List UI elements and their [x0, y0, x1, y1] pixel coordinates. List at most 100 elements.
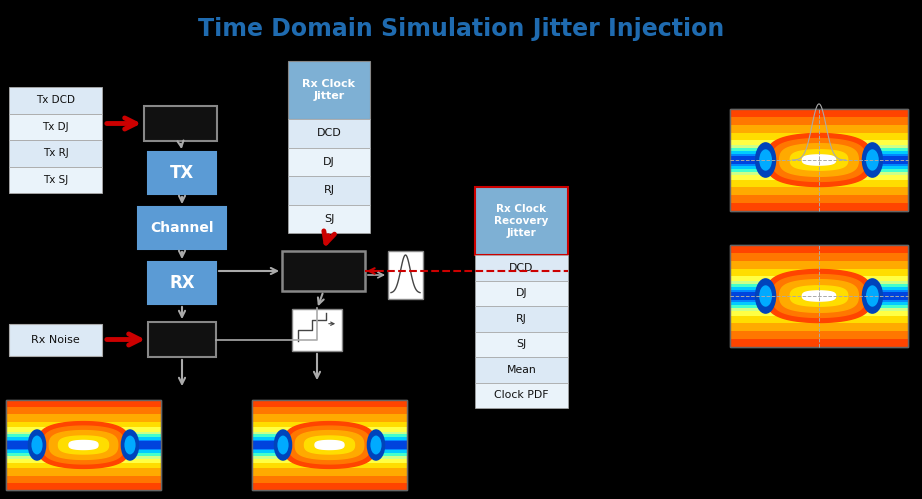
FancyBboxPatch shape	[288, 176, 370, 205]
Polygon shape	[69, 441, 98, 450]
FancyBboxPatch shape	[475, 306, 568, 331]
FancyBboxPatch shape	[730, 245, 908, 347]
Polygon shape	[315, 441, 344, 450]
FancyBboxPatch shape	[730, 109, 908, 116]
Bar	[252, 400, 407, 490]
FancyBboxPatch shape	[6, 400, 161, 423]
Text: Clock PDF: Clock PDF	[494, 390, 549, 400]
FancyBboxPatch shape	[138, 207, 226, 249]
FancyBboxPatch shape	[730, 281, 908, 311]
FancyBboxPatch shape	[730, 197, 908, 211]
FancyBboxPatch shape	[6, 481, 161, 490]
FancyBboxPatch shape	[288, 61, 370, 119]
Polygon shape	[780, 144, 858, 176]
Bar	[730, 245, 908, 347]
FancyBboxPatch shape	[252, 478, 407, 490]
Polygon shape	[790, 150, 847, 170]
FancyBboxPatch shape	[730, 109, 908, 211]
FancyBboxPatch shape	[475, 187, 568, 255]
FancyBboxPatch shape	[730, 284, 908, 308]
Text: Channel: Channel	[150, 221, 214, 235]
Text: Rx Clock
Jitter: Rx Clock Jitter	[302, 79, 356, 101]
FancyBboxPatch shape	[6, 478, 161, 490]
Polygon shape	[283, 422, 375, 469]
FancyBboxPatch shape	[252, 400, 407, 490]
FancyBboxPatch shape	[148, 262, 216, 304]
Polygon shape	[802, 155, 835, 165]
FancyBboxPatch shape	[6, 432, 161, 459]
Polygon shape	[766, 269, 872, 322]
FancyBboxPatch shape	[730, 290, 908, 302]
Text: RX: RX	[170, 274, 195, 292]
FancyBboxPatch shape	[252, 400, 407, 406]
Text: Tx SJ: Tx SJ	[43, 175, 68, 185]
Text: SJ: SJ	[324, 214, 334, 224]
FancyBboxPatch shape	[252, 407, 407, 483]
Ellipse shape	[755, 278, 776, 314]
FancyBboxPatch shape	[6, 414, 161, 476]
FancyBboxPatch shape	[252, 427, 407, 463]
FancyBboxPatch shape	[730, 109, 908, 113]
FancyBboxPatch shape	[252, 400, 407, 417]
FancyBboxPatch shape	[252, 400, 407, 403]
FancyBboxPatch shape	[475, 280, 568, 306]
FancyBboxPatch shape	[730, 328, 908, 347]
FancyBboxPatch shape	[252, 432, 407, 459]
FancyBboxPatch shape	[6, 437, 161, 453]
FancyBboxPatch shape	[6, 427, 161, 463]
Polygon shape	[316, 442, 343, 449]
Ellipse shape	[866, 149, 879, 171]
Polygon shape	[780, 279, 858, 312]
FancyBboxPatch shape	[288, 119, 370, 148]
FancyBboxPatch shape	[6, 400, 161, 490]
Text: DCD: DCD	[509, 263, 534, 273]
FancyBboxPatch shape	[730, 109, 908, 119]
FancyBboxPatch shape	[6, 400, 161, 413]
FancyBboxPatch shape	[6, 400, 161, 417]
Bar	[6, 400, 161, 490]
FancyBboxPatch shape	[730, 245, 908, 347]
FancyBboxPatch shape	[288, 205, 370, 233]
Bar	[730, 109, 908, 211]
FancyBboxPatch shape	[252, 414, 407, 476]
FancyBboxPatch shape	[292, 309, 342, 351]
FancyBboxPatch shape	[9, 113, 102, 140]
Text: RJ: RJ	[516, 314, 527, 324]
Polygon shape	[766, 133, 872, 187]
FancyBboxPatch shape	[730, 292, 908, 300]
Text: Rx Clock
Recovery
Jitter: Rx Clock Recovery Jitter	[494, 204, 549, 239]
FancyBboxPatch shape	[475, 255, 568, 280]
Ellipse shape	[755, 142, 776, 178]
FancyBboxPatch shape	[730, 333, 908, 347]
FancyBboxPatch shape	[730, 245, 908, 259]
Polygon shape	[804, 156, 834, 164]
FancyBboxPatch shape	[252, 437, 407, 453]
FancyBboxPatch shape	[730, 151, 908, 169]
FancyBboxPatch shape	[730, 245, 908, 251]
FancyBboxPatch shape	[144, 106, 217, 141]
FancyBboxPatch shape	[730, 186, 908, 211]
Ellipse shape	[862, 278, 883, 314]
Ellipse shape	[862, 142, 883, 178]
Ellipse shape	[371, 436, 382, 455]
Polygon shape	[289, 426, 371, 464]
FancyBboxPatch shape	[6, 407, 161, 483]
FancyBboxPatch shape	[730, 192, 908, 211]
FancyBboxPatch shape	[730, 245, 908, 270]
FancyBboxPatch shape	[148, 152, 216, 194]
FancyBboxPatch shape	[730, 275, 908, 316]
FancyBboxPatch shape	[730, 133, 908, 187]
FancyBboxPatch shape	[9, 167, 102, 193]
Text: TX: TX	[170, 164, 195, 182]
Ellipse shape	[28, 429, 46, 461]
FancyBboxPatch shape	[6, 440, 161, 451]
FancyBboxPatch shape	[730, 145, 908, 175]
FancyBboxPatch shape	[6, 434, 161, 456]
FancyBboxPatch shape	[9, 87, 102, 113]
FancyBboxPatch shape	[252, 487, 407, 490]
Text: Rx Noise: Rx Noise	[31, 335, 80, 345]
Text: DJ: DJ	[323, 157, 335, 167]
Ellipse shape	[278, 436, 289, 455]
FancyBboxPatch shape	[730, 156, 908, 164]
FancyBboxPatch shape	[730, 253, 908, 339]
